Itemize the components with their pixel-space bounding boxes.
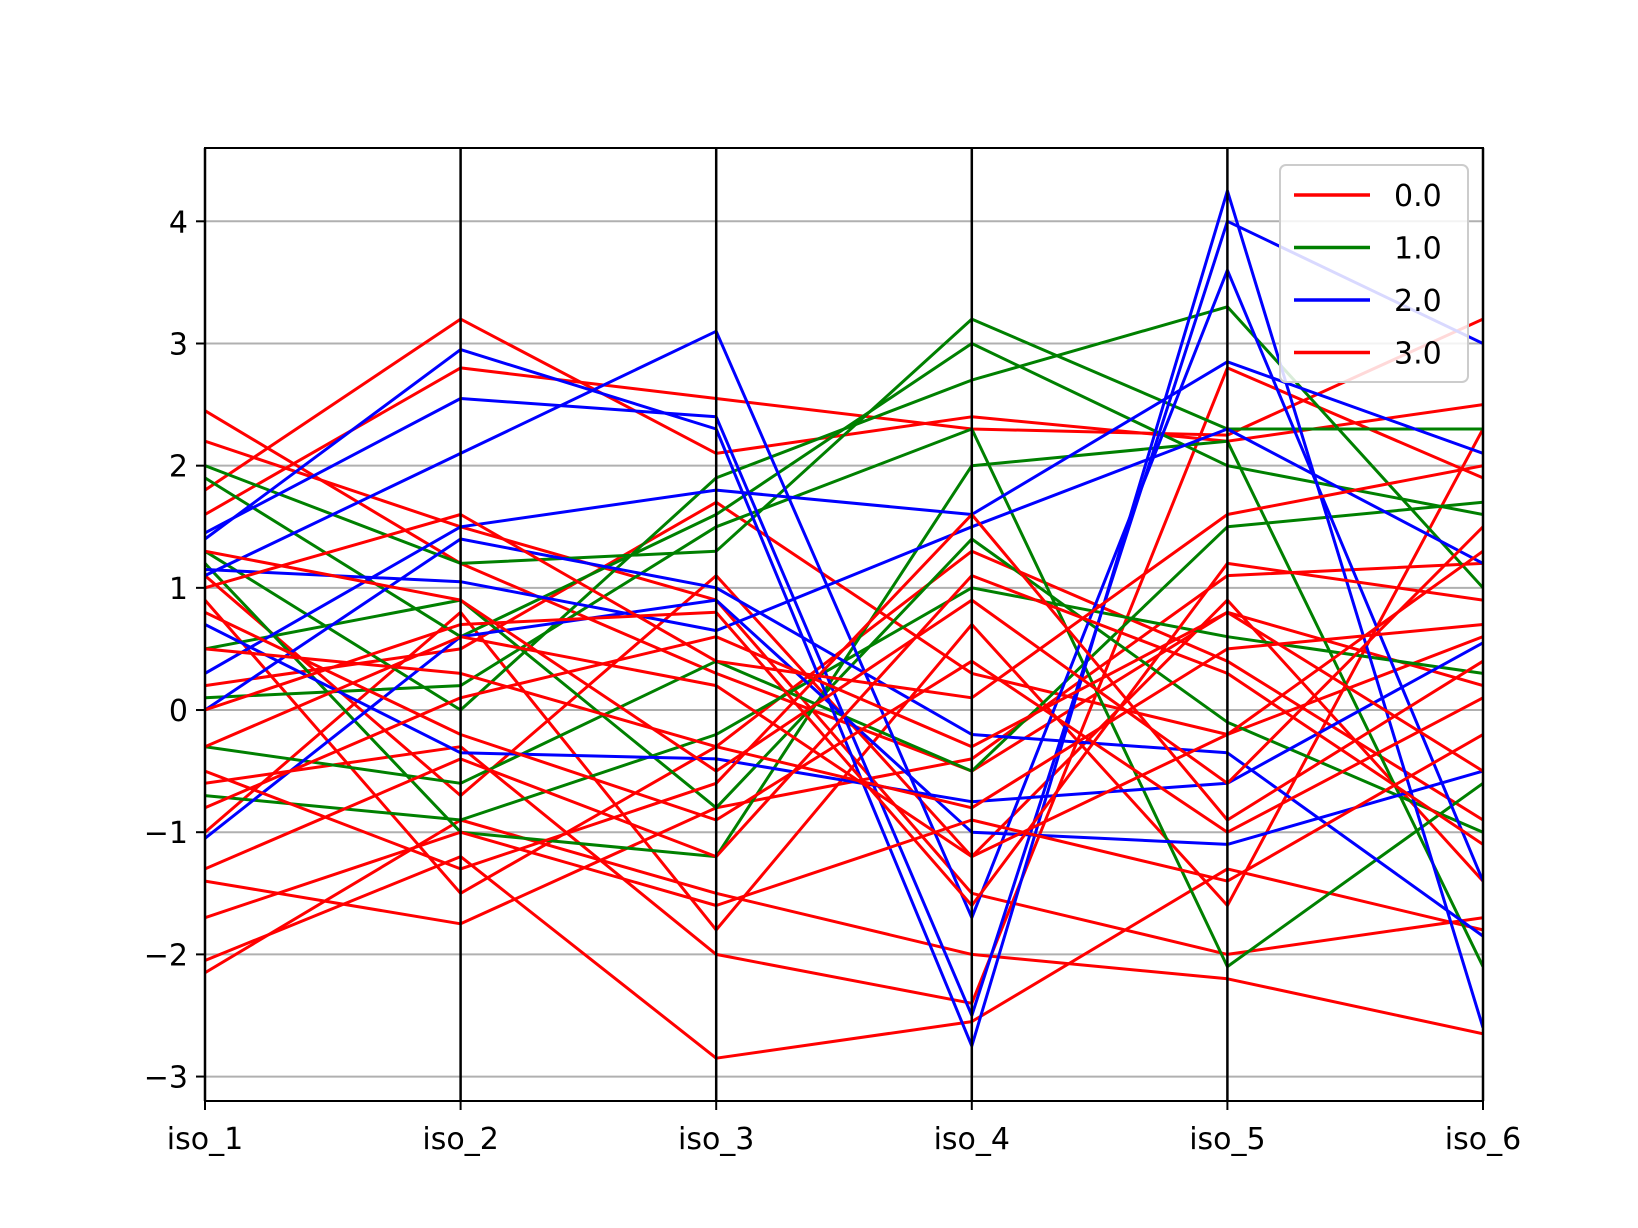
series-3-line-4 bbox=[205, 525, 1483, 785]
y-tick-label-5: 2 bbox=[169, 450, 188, 485]
legend: 0.0 1.0 2.0 3.0 bbox=[1279, 164, 1469, 383]
legend-label-0: 0.0 bbox=[1394, 179, 1442, 214]
series-1-line-6 bbox=[205, 427, 1483, 969]
y-tick-label-6: 3 bbox=[169, 327, 188, 362]
series-1-line-0 bbox=[205, 317, 1483, 565]
series-1-line-2 bbox=[205, 305, 1483, 712]
series-3-line-3 bbox=[205, 610, 1483, 810]
plot-frame bbox=[204, 147, 1484, 1102]
x-tick-label-0: iso_1 bbox=[167, 1122, 243, 1157]
series-0-line-1 bbox=[205, 439, 1483, 956]
y-tick-label-3: 0 bbox=[169, 694, 188, 729]
x-tick-label-3: iso_4 bbox=[934, 1122, 1010, 1157]
data-lines bbox=[205, 189, 1483, 1060]
series-3-line-6 bbox=[205, 561, 1483, 907]
legend-label-1: 1.0 bbox=[1394, 232, 1442, 267]
series-0-line-0 bbox=[205, 409, 1483, 773]
y-axis: −3 −2 −1 0 1 2 3 4 bbox=[144, 205, 205, 1096]
series-3-line-9 bbox=[205, 513, 1483, 871]
series-2-line-3 bbox=[205, 360, 1483, 675]
x-tick-label-4: iso_5 bbox=[1189, 1122, 1265, 1157]
x-axis: iso_1 iso_2 iso_3 iso_4 iso_5 iso_6 bbox=[167, 1101, 1521, 1157]
y-tick-label-2: −1 bbox=[144, 816, 188, 851]
y-tick-label-0: −3 bbox=[144, 1061, 188, 1096]
x-tick-label-2: iso_3 bbox=[678, 1122, 754, 1157]
x-tick-label-5: iso_6 bbox=[1445, 1122, 1521, 1157]
series-3-line-7 bbox=[205, 733, 1483, 920]
legend-label-2: 2.0 bbox=[1394, 284, 1442, 319]
legend-label-3: 3.0 bbox=[1394, 337, 1442, 372]
y-tick-label-1: −2 bbox=[144, 938, 188, 973]
series-0-line-8 bbox=[205, 366, 1483, 1005]
series-3-line-8 bbox=[205, 464, 1483, 700]
series-2-line-4 bbox=[205, 427, 1483, 633]
series-2-line-2 bbox=[205, 268, 1483, 920]
y-tick-label-4: 1 bbox=[169, 572, 188, 607]
series-3-line-2 bbox=[205, 610, 1483, 834]
x-tick-label-1: iso_2 bbox=[422, 1122, 498, 1157]
gridlines bbox=[205, 220, 1483, 1078]
series-3-line-5 bbox=[205, 574, 1483, 871]
series-0-line-5 bbox=[205, 855, 1483, 1060]
series-2-line-7 bbox=[205, 537, 1483, 938]
series-3-line-0 bbox=[205, 623, 1483, 810]
series-3-line-1 bbox=[205, 549, 1483, 859]
legend-box bbox=[1279, 164, 1469, 383]
series-0-line-3 bbox=[205, 317, 1483, 516]
series-0-line-6 bbox=[205, 561, 1483, 926]
series-2-line-0 bbox=[205, 189, 1483, 1048]
y-tick-label-7: 4 bbox=[169, 205, 188, 240]
series-2-line-5 bbox=[205, 623, 1483, 804]
